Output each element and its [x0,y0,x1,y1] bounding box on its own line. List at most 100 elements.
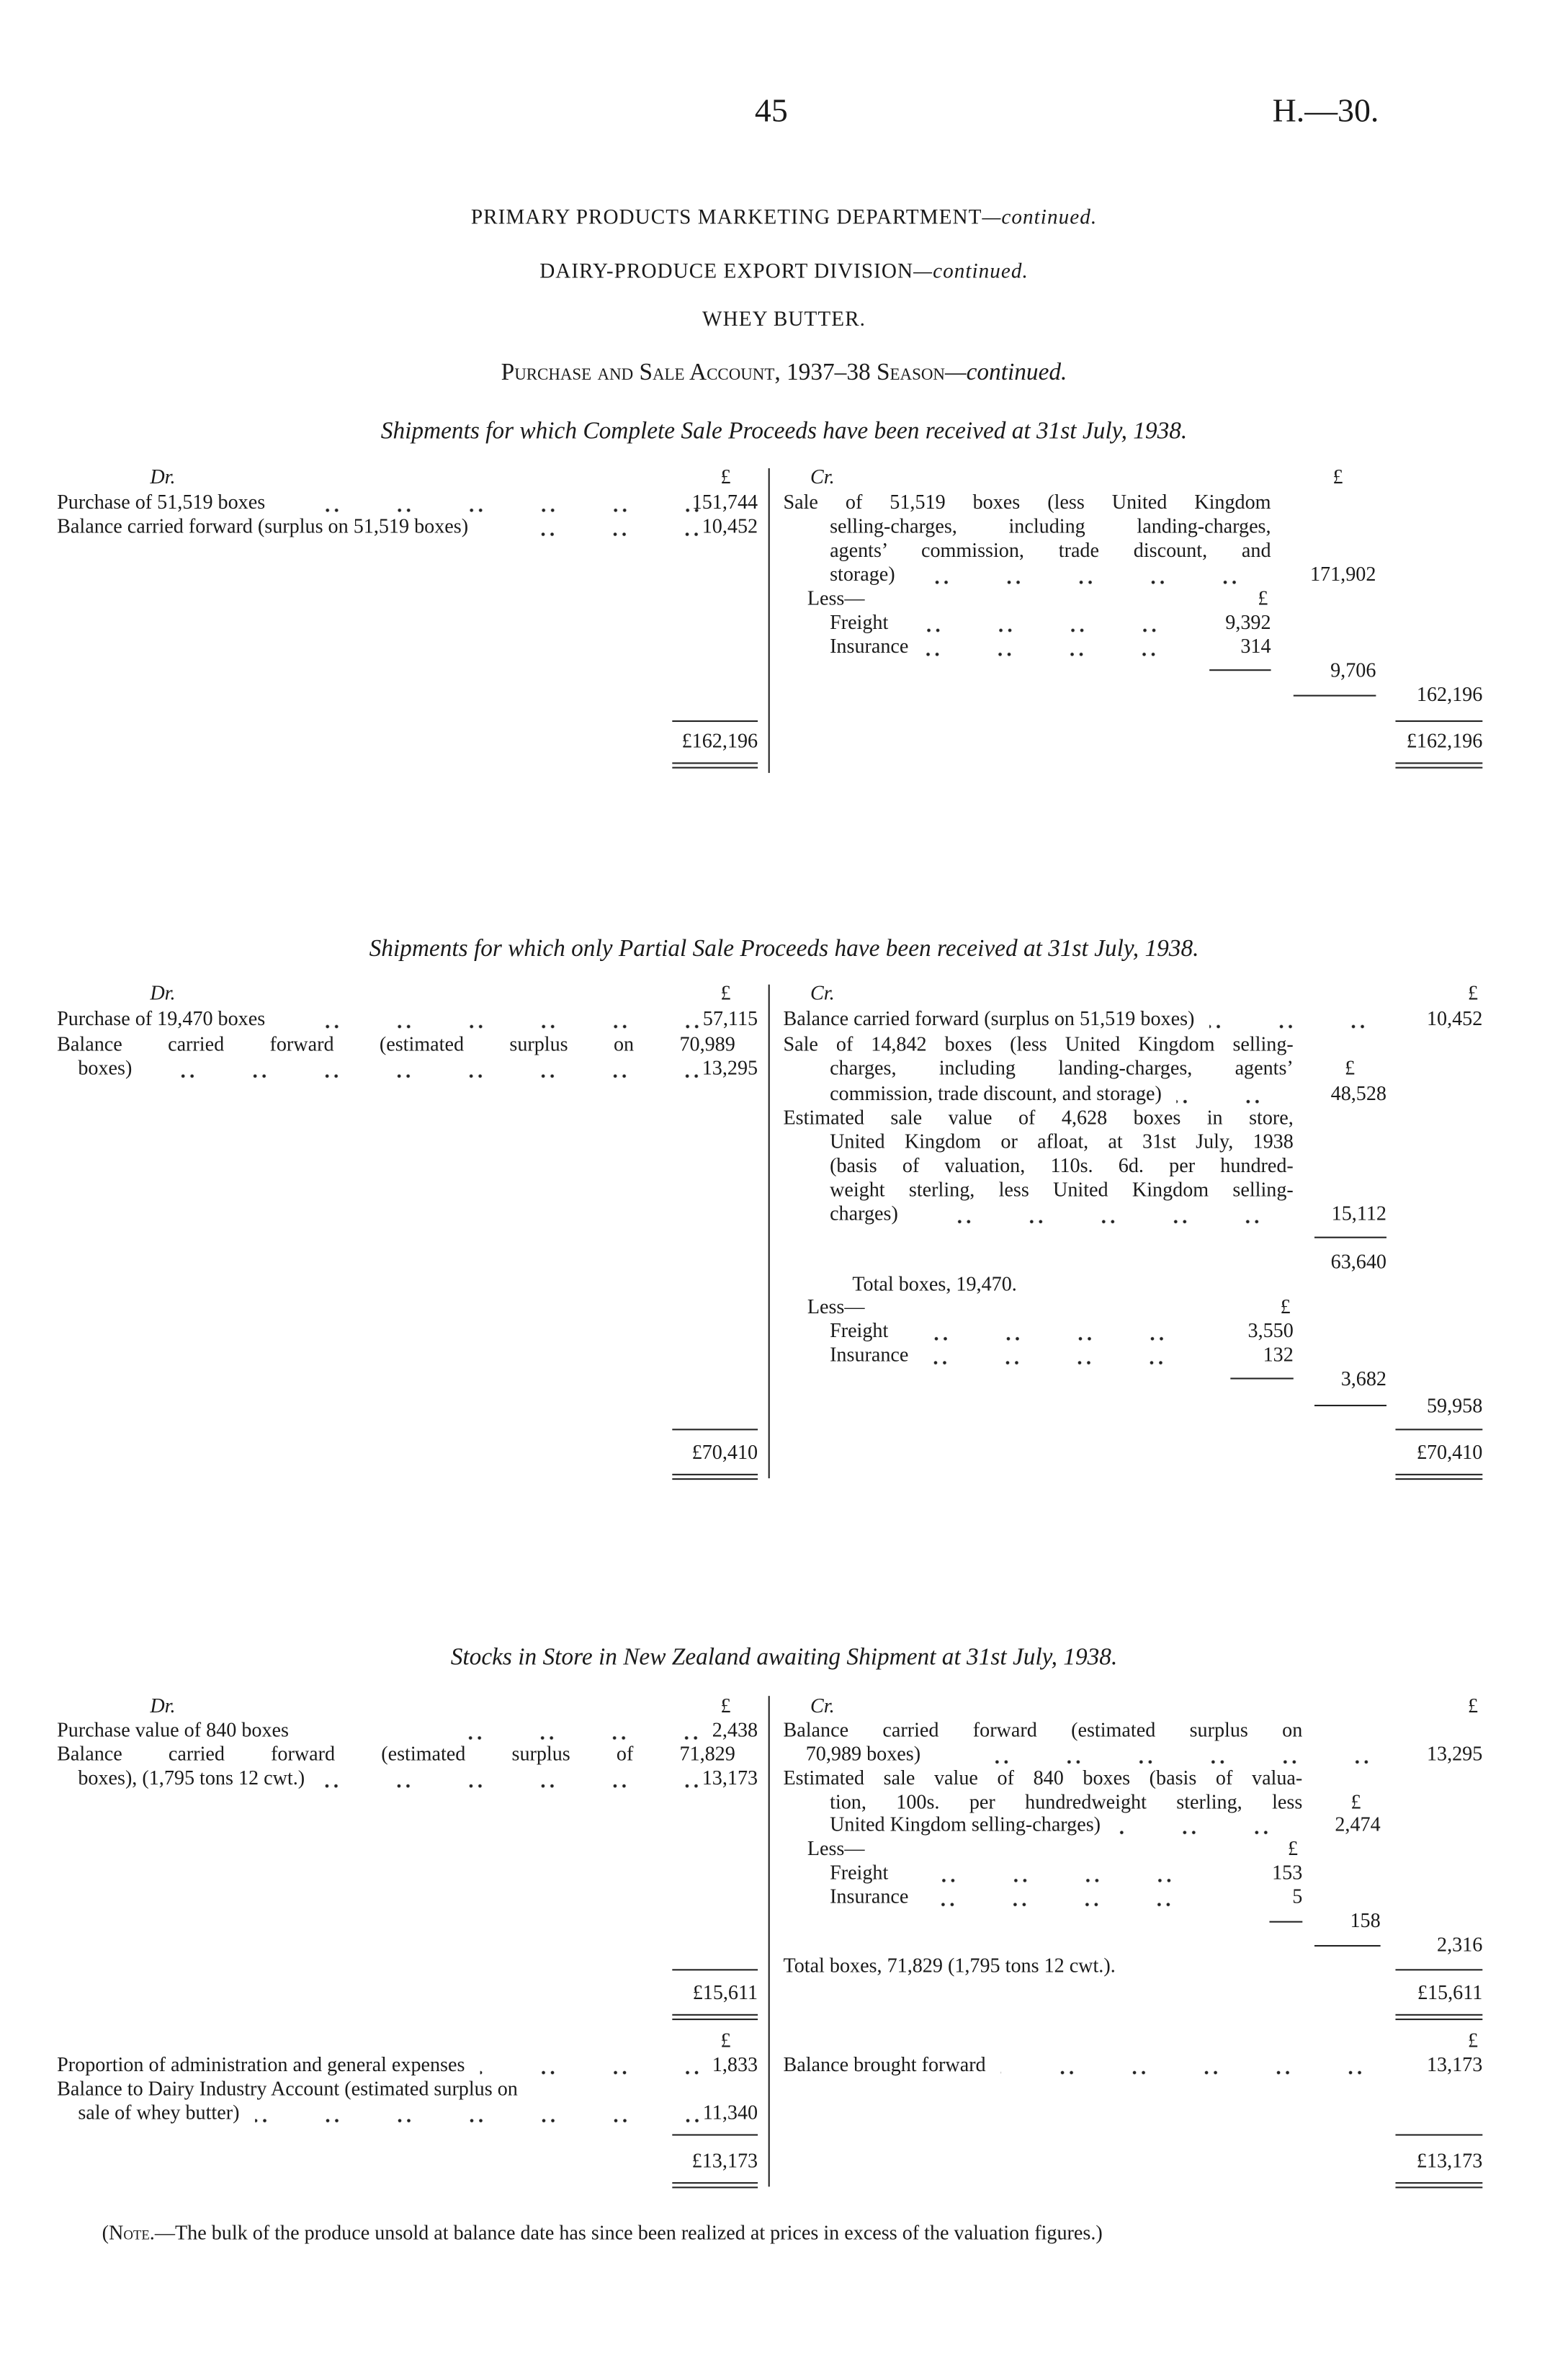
debit-label: Dr. [150,1694,176,1717]
row-label: Balance carried forward (estimated surpl… [57,1742,735,1765]
credit-text: agents’ commission, trade discount, and [830,538,1271,562]
continued-label: —continued. [982,207,1098,230]
row-label: Purchase of 51,519 boxes [57,491,266,514]
ledger-row: Proportion of administration and general… [57,2052,733,2078]
row-label: Purchase of 19,470 boxes [57,1006,266,1030]
total-rule [672,720,758,723]
freight-amount: 3,550 [1247,1319,1294,1342]
ledger-row: Purchase of 51,519 boxes [57,491,733,515]
row-label: boxes), (1,795 tons 12 cwt.) [78,1766,305,1789]
net-amount: 162,196 [1416,682,1483,706]
total-rule [1395,1969,1483,1971]
debit-total: £70,410 [691,1440,758,1464]
balance-brought-forward-amount: 13,173 [1426,2052,1483,2076]
pound-header: £ [720,981,731,1004]
subtotal-rule [1269,1921,1303,1923]
insurance-row: Insurance [830,635,1191,659]
freight-row: Freight [830,1861,1205,1885]
insurance-amount: 314 [1240,635,1271,658]
sale-amount: 171,902 [1309,563,1376,586]
less-label: Less— [807,1836,865,1860]
sale-amount: 48,528 [1330,1082,1386,1105]
freight-row: Freight [830,1319,1198,1344]
dot-leader [280,496,733,515]
column-divider [768,468,770,773]
credit-total: £162,196 [1406,729,1483,752]
document-reference: H.—30. [1272,91,1379,130]
dot-leader [468,1724,733,1743]
ledger-row: Balance carried forward (surplus on 51,5… [57,515,733,539]
balance-amount: 10,452 [1426,1006,1483,1030]
row-label: Balance carried forward (surplus on 51,5… [783,1006,1195,1030]
dot-leader [147,1062,733,1081]
row-label: storage) [830,563,895,586]
column-divider [768,984,770,1479]
total-rule [672,1429,758,1431]
subtotal-amount: 63,640 [1330,1250,1386,1273]
subtotal-rule [1314,1944,1381,1947]
ledger-row: sale of whey butter) [78,2101,733,2125]
pound-header: £ [1467,2029,1479,2052]
footnote: (Note.—The bulk of the produce unsold at… [102,2221,1103,2245]
insurance-row: Insurance [830,1343,1198,1367]
row-label: Insurance [830,1343,909,1366]
double-rule [672,762,758,769]
double-rule [672,1473,758,1480]
credit-text: charges, including landing-charges, agen… [830,1056,1294,1079]
ledger-row: boxes), (1,795 tons 12 cwt.) [78,1766,733,1791]
account-heading: Purchase and Sale Account, 1937–38 Seaso… [0,359,1568,386]
subtotal-rule [1314,1236,1386,1238]
credit-row: charges) [830,1202,1294,1227]
subtotal-rule [1314,1404,1386,1407]
pound-header: £ [720,1694,731,1717]
division-heading: DAIRY-PRODUCE EXPORT DIVISION—continued. [0,261,1568,285]
row-label: Insurance [830,1885,909,1908]
ledger-row: boxes) [78,1057,733,1081]
dot-leader [1209,1013,1399,1032]
dot-leader [280,1013,733,1032]
row-label: 70,989 boxes) [805,1742,921,1765]
pound-header: £ [1280,1295,1291,1318]
freight-amount: 153 [1272,1861,1303,1884]
row-amount: 57,115 [702,1006,758,1030]
department-heading: PRIMARY PRODUCTS MARKETING DEPARTMENT—co… [0,207,1568,231]
row-label: sale of whey butter) [78,2101,240,2124]
credit-text: Balance carried forward (estimated surpl… [783,1718,1303,1741]
total-rule [672,1969,758,1971]
note-label: Note [109,2221,150,2244]
continued-label: —continued. [944,359,1067,386]
ledger-row: Purchase of 19,470 boxes [57,1006,733,1032]
dot-leader [913,1208,1294,1227]
double-rule [672,2014,758,2021]
debit-label: Dr. [150,981,176,1004]
subtotal-rule [1230,1377,1294,1380]
row-label: Freight [830,610,889,634]
credit-text: weight sterling, less United Kingdom sel… [830,1178,1294,1201]
total-rule [1395,2134,1483,2136]
total-rule [1395,720,1483,723]
total-rule [672,2134,758,2136]
credit-text: (basis of valuation, 110s. 6d. per hundr… [830,1154,1294,1177]
credit-text: Estimated sale value of 840 boxes (basis… [783,1766,1303,1789]
estimated-amount: 15,112 [1331,1202,1386,1225]
section-title-complete-sales: Shipments for which Complete Sale Procee… [380,419,1188,444]
department-name: PRIMARY PRODUCTS MARKETING DEPARTMENT [470,207,982,230]
credit-text: Sale of 14,842 boxes (less United Kingdo… [783,1032,1294,1055]
less-label: Less— [807,586,865,609]
credit-text: Estimated sale value of 4,628 boxes in s… [783,1106,1294,1129]
note-text: .—The bulk of the produce unsold at bala… [149,2221,1103,2244]
credit-row: Balance carried forward (surplus on 51,5… [783,1006,1399,1032]
pound-header: £ [1345,1056,1356,1079]
debit-total: £15,611 [692,1980,758,2004]
pound-header: £ [1332,465,1343,488]
total-boxes: Total boxes, 71,829 (1,795 tons 12 cwt.)… [783,1954,1116,1977]
row-amount: 10,452 [702,514,758,537]
credit-text: tion, 100s. per hundredweight sterling, … [830,1790,1303,1813]
dot-leader [254,2106,733,2125]
total-boxes: Total boxes, 19,470. [852,1272,1017,1295]
section-title-partial-sales: Shipments for which only Partial Sale Pr… [369,936,1199,962]
pound-header: £ [720,2029,731,2052]
credit-label: Cr. [810,1694,835,1717]
row-label: Proportion of administration and general… [57,2052,465,2076]
insurance-amount: 132 [1263,1343,1294,1366]
